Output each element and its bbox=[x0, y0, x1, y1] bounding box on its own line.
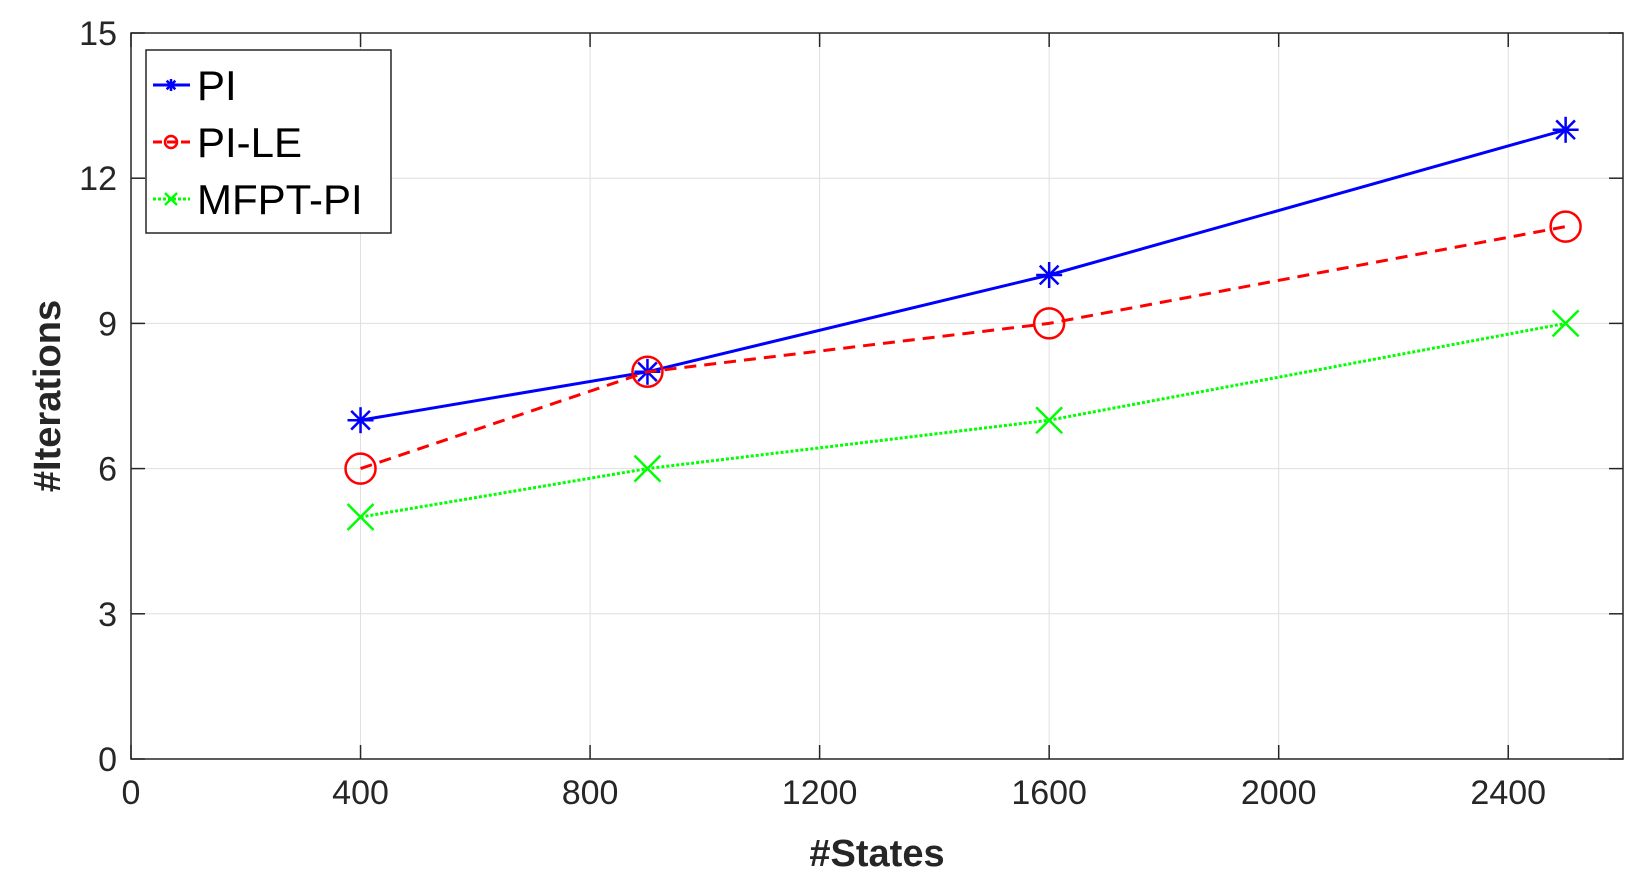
y-tick-label: 6 bbox=[98, 451, 117, 489]
legend-marker bbox=[163, 134, 179, 150]
data-point-mfpt-pi bbox=[633, 454, 662, 483]
legend-label: PI bbox=[197, 62, 237, 109]
y-axis-label: #Iterations bbox=[27, 300, 69, 492]
series-mfpt-pi bbox=[346, 309, 1580, 531]
data-point-pi-le bbox=[1032, 307, 1066, 340]
data-point-mfpt-pi-stroke bbox=[1035, 406, 1064, 435]
series-pi-le bbox=[344, 210, 1582, 485]
x-tick-label: 2400 bbox=[1470, 774, 1546, 812]
tick-labels: 0 400 800 1200 1600 2000 2400 0 3 6 9 12 15 bbox=[79, 15, 1546, 812]
y-tick-label: 0 bbox=[98, 741, 117, 779]
data-point-mfpt-pi-stroke bbox=[1551, 309, 1580, 338]
x-tick-label: 1200 bbox=[782, 774, 858, 812]
data-point-pi-le bbox=[1549, 210, 1582, 243]
series-lines bbox=[344, 116, 1582, 531]
legend-label: MFPT-PI bbox=[197, 176, 363, 223]
data-point-mfpt-pi bbox=[1551, 309, 1580, 338]
x-tick-label: 1600 bbox=[1011, 774, 1087, 812]
x-axis-label: #States bbox=[809, 833, 944, 875]
y-tick-label: 3 bbox=[98, 596, 117, 634]
series-line-mfpt-pi bbox=[360, 321, 1566, 519]
y-tick-label: 9 bbox=[98, 305, 117, 343]
legend-marker-stroke bbox=[165, 79, 177, 91]
legend-entry-pi: PI bbox=[153, 62, 237, 109]
y-tick-label: 12 bbox=[79, 160, 117, 198]
data-point-pi-stroke bbox=[1038, 264, 1060, 286]
data-point-pi-le bbox=[631, 355, 664, 389]
x-tick-label: 0 bbox=[122, 774, 141, 812]
x-tick-label: 800 bbox=[562, 774, 619, 812]
data-point-mfpt-pi bbox=[346, 503, 375, 531]
axes-box bbox=[130, 32, 1624, 760]
legend-label: PI-LE bbox=[197, 119, 302, 166]
legend: PI PI-LE MFPT-PI bbox=[145, 49, 392, 234]
legend-entry-pi-le: PI-LE bbox=[153, 119, 302, 166]
data-point-pi bbox=[1552, 116, 1579, 143]
axes bbox=[130, 32, 1624, 760]
legend-marker bbox=[165, 79, 177, 91]
y-tick-label: 15 bbox=[79, 15, 117, 53]
legend-marker-stroke bbox=[164, 192, 178, 206]
data-point-mfpt-pi-stroke bbox=[633, 454, 662, 483]
data-point-pi-le bbox=[344, 452, 377, 485]
data-point-pi-stroke bbox=[350, 409, 371, 431]
series-line-pi-le bbox=[360, 225, 1566, 471]
x-tick-label: 2000 bbox=[1241, 774, 1317, 812]
data-point-mfpt-pi bbox=[1035, 406, 1064, 435]
data-point-pi bbox=[347, 407, 374, 434]
data-point-pi bbox=[1036, 262, 1063, 288]
legend-marker bbox=[164, 192, 178, 206]
data-point-pi-stroke bbox=[1555, 119, 1576, 141]
legend-entry-mfpt-pi: MFPT-PI bbox=[153, 176, 363, 223]
data-point-mfpt-pi-stroke bbox=[346, 503, 375, 531]
x-tick-label: 400 bbox=[332, 774, 389, 812]
series-line-pi bbox=[360, 128, 1567, 422]
